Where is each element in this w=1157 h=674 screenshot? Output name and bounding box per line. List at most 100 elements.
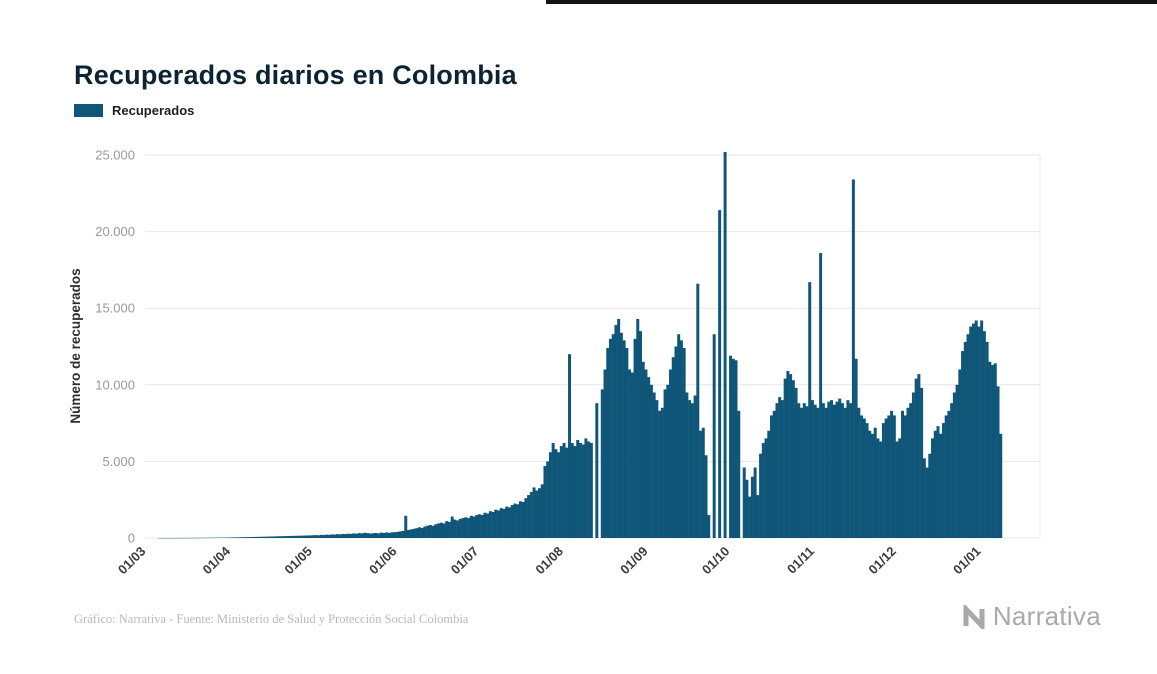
bar [248,537,252,538]
narrativa-n-icon [963,604,985,629]
bar [461,518,465,538]
bar [649,384,653,538]
bar [778,397,782,538]
bar [237,537,241,538]
bar [360,533,364,538]
bar [963,341,967,538]
bar [491,511,495,538]
bar [791,380,795,538]
bar [906,407,910,538]
bar [606,348,610,538]
bar [663,389,667,538]
bar [819,253,823,539]
bar [835,401,839,538]
bar [876,438,880,538]
bar [445,521,449,538]
x-tick-label: 01/03 [115,544,149,578]
bar [958,369,962,538]
bar [862,418,866,538]
bar [767,430,771,538]
bar [483,512,487,538]
bar [297,535,301,538]
bar [570,443,574,538]
bar [256,536,260,538]
bar [608,338,612,538]
bar [625,348,629,538]
bar [450,516,454,538]
bar [513,503,517,538]
bar [505,506,509,538]
bar [428,524,432,538]
bar [368,533,372,538]
bar [821,403,825,538]
bar [660,407,664,538]
bar [808,282,812,538]
bar [936,426,940,538]
bar [677,334,681,538]
x-tick-label: 01/10 [699,544,733,578]
bar [603,369,607,538]
bar [521,502,525,538]
bar [745,479,749,538]
bar [696,283,700,538]
bar [783,378,787,538]
bar [718,210,722,538]
bar [794,387,798,538]
bar [385,532,389,538]
bar [884,418,888,538]
bar [789,374,793,538]
bar [355,533,359,538]
bar [985,341,989,538]
bar [387,532,391,538]
bar [647,377,651,538]
bar [407,530,410,538]
bar [911,392,915,538]
bar [860,415,864,538]
bar [535,490,539,538]
y-tick-label: 25.000 [95,148,135,163]
bar [939,433,943,538]
bar [748,496,752,538]
bar [390,532,394,538]
bar [824,407,828,538]
y-tick-label: 0 [128,531,135,546]
bar [551,443,555,538]
x-tick-label: 01/12 [865,544,899,578]
bar [417,527,421,538]
bar [327,534,331,538]
bar [251,536,255,538]
bar [366,533,370,538]
bar [688,400,692,538]
bar [652,392,656,538]
bar [633,338,637,538]
bar [581,444,585,538]
bar [584,438,588,538]
x-tick-label: 01/07 [448,544,482,578]
brand-text: Narrativa [992,601,1101,631]
bar [947,410,951,538]
bar [699,430,703,538]
bar [286,536,290,538]
bar [303,535,307,538]
bar [423,526,427,538]
bar [617,318,621,538]
bar [379,532,383,538]
bar [619,332,623,538]
bar [349,533,353,538]
bar [325,534,329,538]
bar [641,361,645,538]
x-tick-label: 01/01 [950,544,984,578]
bar [895,441,899,538]
bar [636,318,640,538]
bar [690,403,694,538]
bar [881,423,885,538]
bar [982,331,986,538]
bar [409,529,413,538]
bar [920,387,924,538]
bar [543,466,547,538]
y-axis-title: Número de recuperados [68,268,83,423]
bar [901,410,904,538]
bar [865,423,869,538]
bar [639,331,642,538]
bar [731,358,735,538]
